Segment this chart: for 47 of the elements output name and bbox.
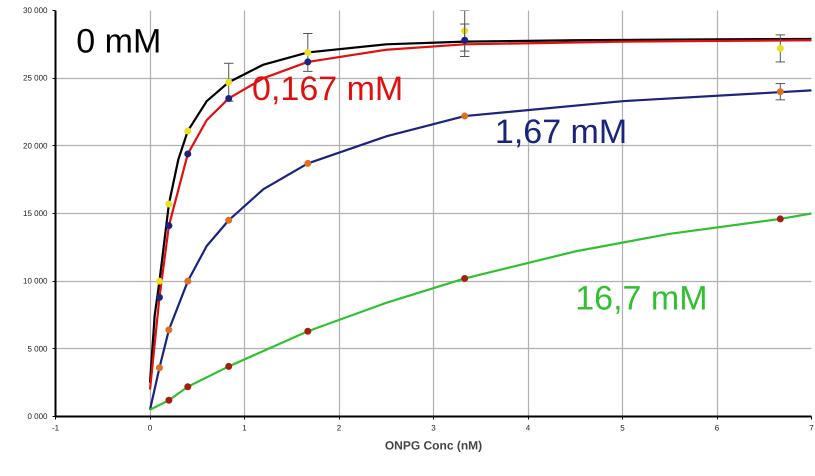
- x-axis-title: ONPG Conc (nM): [384, 438, 482, 452]
- y-tick-label: 0 000: [27, 412, 48, 421]
- point: [225, 362, 232, 370]
- x-tick-label: 6: [714, 424, 720, 432]
- y-tick-label: 30 000: [23, 6, 48, 15]
- point: [165, 222, 172, 230]
- point: [304, 48, 312, 56]
- point: [461, 274, 468, 282]
- point: [165, 200, 172, 208]
- point: [184, 127, 192, 134]
- x-tick-label: 0: [148, 424, 153, 432]
- y-tick-label: 20 000: [23, 141, 48, 150]
- x-tick-label: 1: [242, 424, 248, 432]
- x-tick-label: -1: [52, 424, 60, 432]
- series-label: 0,167 mM: [252, 70, 404, 108]
- series-label: 1,67 mM: [494, 113, 628, 152]
- series-label: 0 mM: [76, 22, 162, 61]
- y-tick-label: 5 000: [27, 344, 48, 354]
- point: [156, 364, 163, 372]
- point: [156, 294, 163, 301]
- point: [225, 216, 232, 224]
- x-tick-label: 7: [809, 424, 814, 432]
- point: [165, 326, 172, 334]
- y-tick-label: 10 000: [23, 276, 48, 286]
- x-tick-label: 3: [431, 424, 436, 432]
- y-tick-label: 15 000: [23, 209, 48, 218]
- series-label: 16,7 mM: [575, 280, 708, 318]
- x-tick-label: 2: [336, 424, 342, 432]
- point: [184, 383, 192, 390]
- point: [776, 44, 784, 52]
- point: [225, 94, 232, 102]
- point: [304, 58, 312, 66]
- point: [225, 78, 232, 86]
- point: [304, 328, 312, 335]
- point: [184, 278, 192, 285]
- point: [776, 215, 784, 222]
- point: [304, 160, 312, 167]
- point: [184, 150, 192, 158]
- point: [461, 36, 468, 44]
- point: [776, 88, 784, 96]
- y-tick-label: 25 000: [23, 74, 48, 83]
- x-tick-label: 4: [526, 424, 531, 432]
- line-series: [148, 212, 812, 411]
- point: [165, 396, 172, 404]
- point: [461, 112, 468, 120]
- point: [156, 278, 163, 285]
- x-tick-label: 5: [620, 424, 626, 432]
